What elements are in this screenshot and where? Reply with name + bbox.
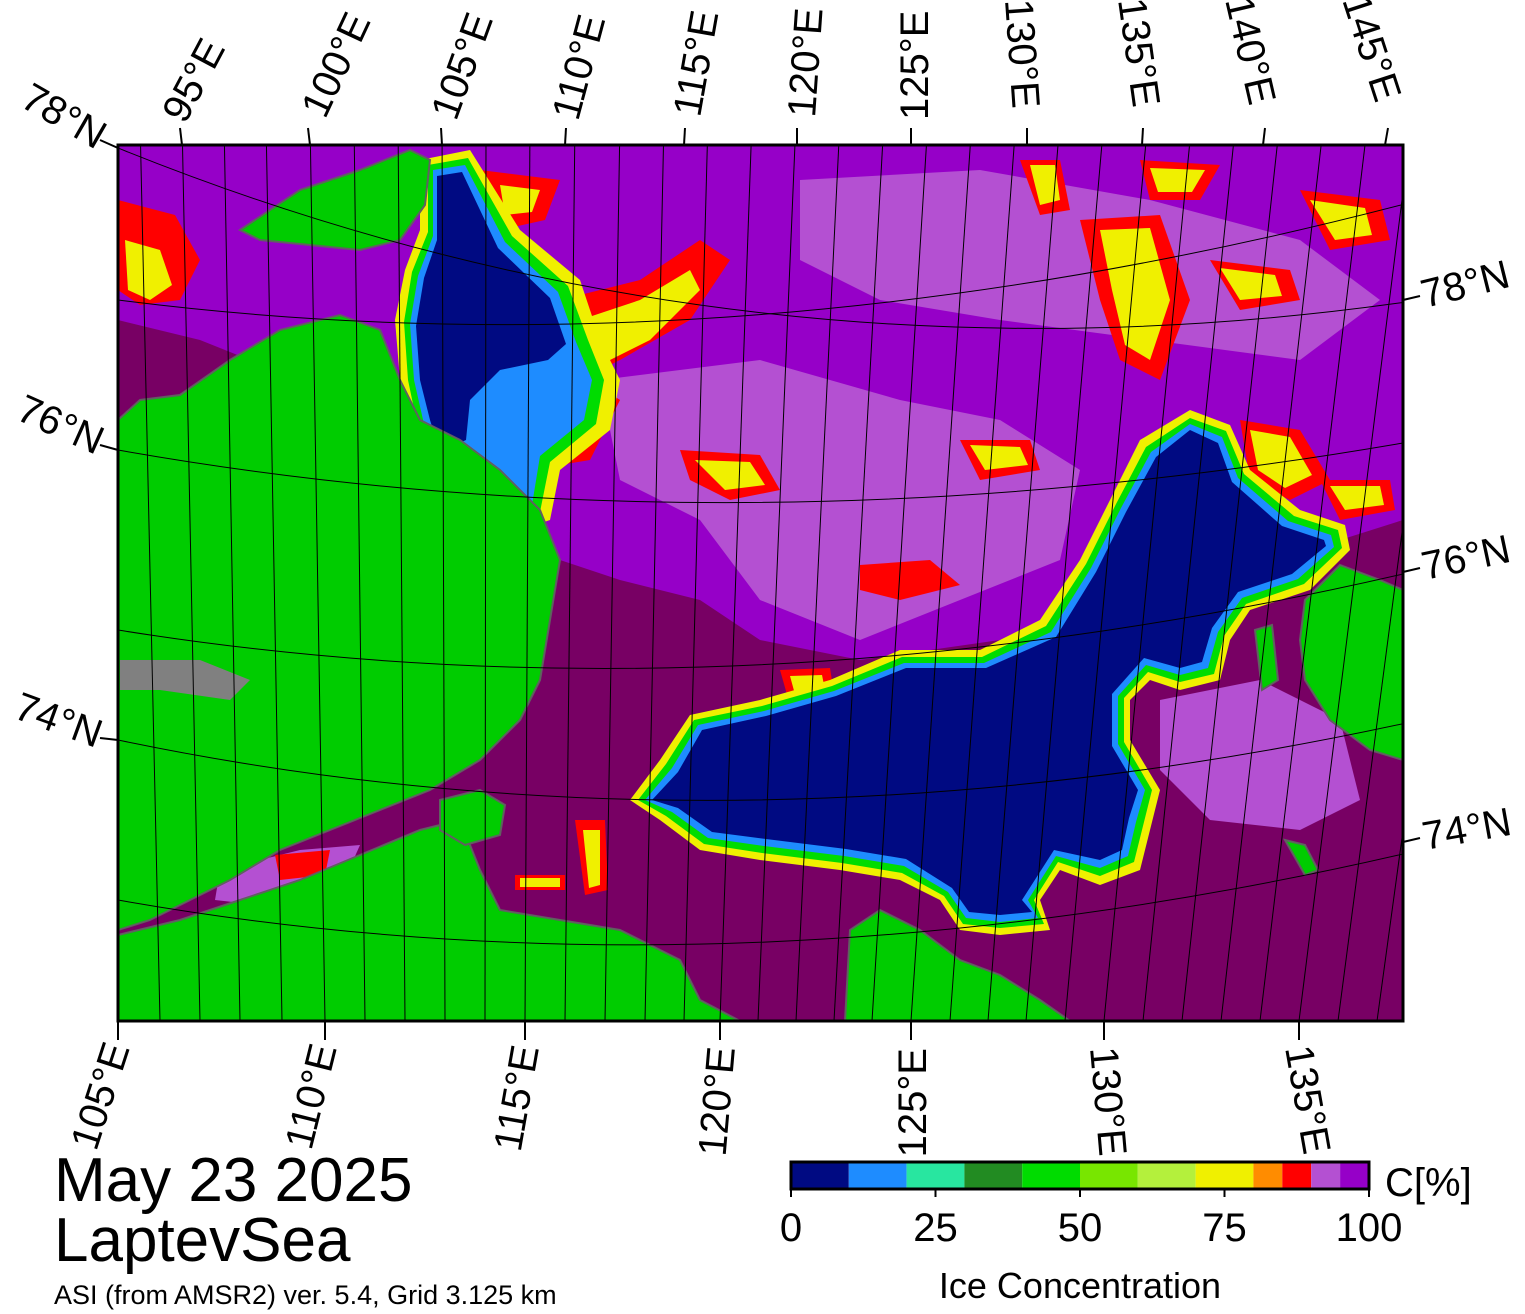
right-lat-label: 78°N bbox=[1417, 252, 1514, 316]
top-longitude-labels: 95°E 100°E 105°E 110°E 115°E 120°E 125°E… bbox=[154, 0, 1409, 129]
top-lon-label: 95°E bbox=[154, 32, 234, 130]
bottom-longitude-labels: 105°E 110°E 115°E 120°E 125°E 130°E 135°… bbox=[63, 1037, 1339, 1158]
land-island-small bbox=[439, 788, 507, 847]
colorbar-unit: C[%] bbox=[1385, 1161, 1472, 1205]
graticule-meridians bbox=[118, 145, 1403, 1021]
taymyr-peninsula bbox=[118, 313, 562, 932]
top-lon-label: 135°E bbox=[1109, 0, 1168, 110]
top-lon-label: 130°E bbox=[996, 0, 1048, 110]
right-lat-label: 74°N bbox=[1419, 800, 1515, 859]
right-lat-label: 76°N bbox=[1418, 527, 1515, 589]
colorbar-bin bbox=[1311, 1162, 1341, 1189]
left-lat-label: 76°N bbox=[11, 387, 111, 464]
bottom-lon-label: 125°E bbox=[891, 1048, 935, 1157]
severnaya-zemlya bbox=[238, 148, 432, 252]
lena-delta bbox=[843, 908, 1072, 1021]
bottom-lon-label: 135°E bbox=[1276, 1042, 1338, 1157]
colorbar-bin bbox=[1340, 1162, 1369, 1189]
top-lon-label: 110°E bbox=[544, 10, 614, 124]
colorbar-bin bbox=[791, 1162, 849, 1189]
graticule-parallels bbox=[118, 147, 1403, 946]
colorbar-bin bbox=[964, 1162, 1023, 1189]
colorbar-tick-label: 0 bbox=[780, 1206, 802, 1250]
top-lon-label: 100°E bbox=[293, 6, 379, 124]
right-latitude-labels: 78°N 76°N 74°N bbox=[1417, 252, 1515, 858]
sea-ice-mid-patch-2 bbox=[800, 170, 1380, 360]
bottom-lon-label: 105°E bbox=[63, 1037, 139, 1155]
map-region: LaptevSea bbox=[54, 1206, 351, 1275]
top-lon-label: 115°E bbox=[666, 7, 728, 119]
left-latitude-labels: 78°N 76°N 74°N bbox=[9, 75, 114, 756]
left-lat-label: 74°N bbox=[9, 685, 108, 757]
colorbar-bin bbox=[1195, 1162, 1254, 1189]
colorbar-title: Ice Concentration bbox=[939, 1265, 1221, 1306]
map-frame bbox=[116, 143, 1405, 1023]
data-source: ASI (from AMSR2) ver. 5.4, Grid 3.125 km bbox=[54, 1280, 557, 1310]
map-content bbox=[118, 145, 1403, 1021]
colorbar-bin bbox=[1253, 1162, 1283, 1189]
frame-ticks bbox=[99, 127, 1421, 1040]
map-date: May 23 2025 bbox=[54, 1146, 413, 1215]
bottom-lon-label: 120°E bbox=[691, 1045, 744, 1158]
top-lon-label: 140°E bbox=[1216, 0, 1283, 109]
colorbar-tick-label: 75 bbox=[1202, 1206, 1247, 1250]
new-siberian-islands bbox=[1298, 563, 1403, 762]
top-lon-label: 105°E bbox=[423, 7, 502, 125]
top-lon-label: 125°E bbox=[893, 11, 937, 120]
melt-spots bbox=[118, 160, 1395, 895]
colorbar-tick-label: 50 bbox=[1058, 1206, 1103, 1250]
sea-ice-mid-patch-1 bbox=[600, 360, 1080, 640]
land-masses bbox=[118, 148, 1403, 1021]
colorbar-bin bbox=[1282, 1162, 1312, 1189]
colorbar-bins bbox=[791, 1162, 1369, 1189]
bottom-lon-label: 115°E bbox=[486, 1042, 548, 1154]
colorbar-ticks: 0 25 50 75 100 bbox=[780, 1189, 1403, 1250]
colorbar-bin bbox=[1080, 1162, 1138, 1189]
left-lat-label: 78°N bbox=[14, 75, 113, 158]
top-lon-label: 120°E bbox=[780, 6, 832, 118]
colorbar-bin bbox=[906, 1162, 965, 1189]
top-lon-label: 145°E bbox=[1333, 0, 1409, 107]
colorbar-tick-label: 100 bbox=[1336, 1206, 1403, 1250]
colorbar-bin bbox=[848, 1162, 907, 1189]
polynya-main bbox=[630, 410, 1350, 935]
colorbar: 0 25 50 75 100 C[%] Ice Concentration bbox=[780, 1160, 1472, 1306]
bottom-lon-label: 130°E bbox=[1081, 1045, 1134, 1158]
colorbar-bin bbox=[1137, 1162, 1196, 1189]
colorbar-tick-label: 25 bbox=[913, 1206, 958, 1250]
sea-ice-mid-patch-3 bbox=[1160, 680, 1360, 830]
bottom-lon-label: 110°E bbox=[277, 1040, 345, 1154]
colorbar-bin bbox=[1022, 1162, 1080, 1189]
